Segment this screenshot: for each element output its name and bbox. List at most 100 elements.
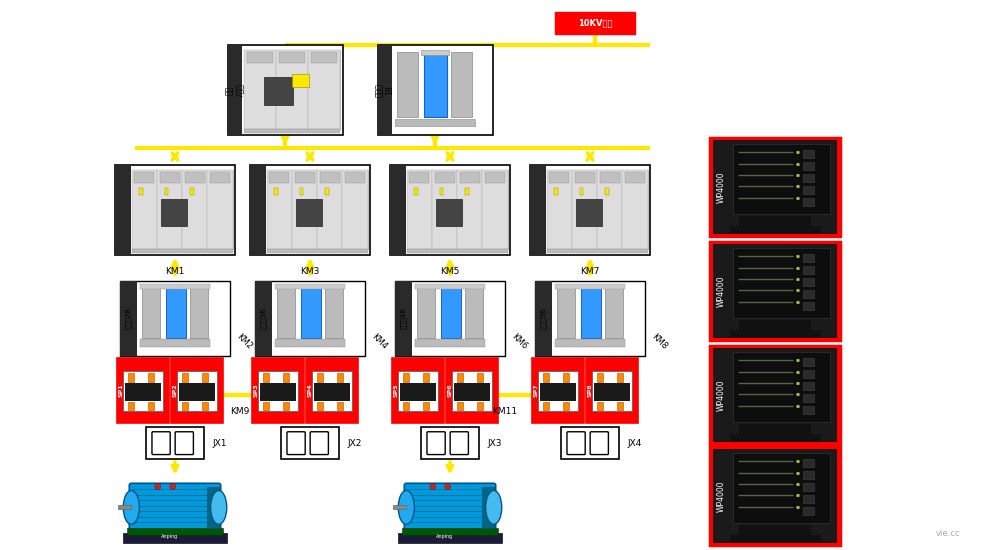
Bar	[457, 169, 482, 249]
Bar	[125, 383, 161, 401]
Bar	[710, 242, 840, 340]
Text: KM6: KM6	[510, 332, 529, 351]
Bar	[803, 266, 814, 274]
Bar	[803, 289, 814, 298]
Bar	[441, 287, 461, 338]
Bar	[345, 172, 365, 183]
Bar	[244, 129, 340, 133]
Bar	[337, 403, 343, 410]
Text: KM8: KM8	[650, 332, 669, 351]
Bar	[803, 393, 814, 402]
Bar	[255, 280, 365, 355]
Text: Anping: Anping	[161, 534, 178, 539]
Bar	[148, 403, 154, 410]
Bar	[733, 453, 830, 524]
Bar	[202, 373, 208, 382]
Bar	[409, 172, 429, 183]
Bar	[190, 287, 208, 338]
Bar	[414, 188, 418, 195]
Bar	[482, 487, 494, 528]
Bar	[605, 287, 623, 338]
Bar	[139, 188, 143, 195]
Bar	[397, 52, 418, 117]
Bar	[398, 533, 502, 542]
Bar	[395, 280, 412, 355]
Text: KM5: KM5	[440, 267, 460, 277]
Bar	[460, 172, 480, 183]
Bar	[301, 287, 321, 338]
Bar	[283, 373, 289, 382]
Bar	[803, 254, 814, 262]
Bar	[435, 172, 455, 183]
FancyBboxPatch shape	[310, 432, 328, 454]
Bar	[477, 373, 483, 382]
Text: JX3: JX3	[487, 438, 502, 448]
Bar	[547, 249, 648, 253]
Bar	[171, 358, 223, 423]
Bar	[617, 373, 623, 382]
Bar	[436, 199, 462, 226]
Bar	[247, 52, 273, 63]
Bar	[617, 403, 623, 410]
Bar	[540, 383, 576, 401]
Ellipse shape	[123, 491, 139, 524]
Text: KM3: KM3	[300, 267, 320, 277]
Bar	[572, 169, 597, 249]
Text: SP1: SP1	[118, 384, 123, 397]
Bar	[267, 249, 368, 253]
Bar	[148, 373, 154, 382]
Bar	[451, 52, 472, 117]
Text: WP4000: WP4000	[717, 275, 726, 307]
Text: WP4000: WP4000	[717, 379, 726, 411]
Bar	[403, 403, 409, 410]
Bar	[530, 165, 546, 255]
Bar	[390, 165, 406, 255]
Bar	[554, 188, 558, 195]
Bar	[146, 427, 204, 459]
Bar	[713, 244, 837, 338]
Text: WP4000: WP4000	[717, 171, 726, 203]
Bar	[622, 169, 648, 249]
Bar	[803, 301, 814, 310]
Bar	[400, 383, 436, 401]
Bar	[295, 172, 315, 183]
Bar	[275, 339, 345, 346]
Bar	[803, 470, 814, 479]
Text: KM11: KM11	[492, 408, 518, 416]
Bar	[134, 172, 154, 183]
Bar	[605, 188, 609, 195]
Bar	[803, 150, 814, 158]
Bar	[277, 287, 295, 338]
Bar	[423, 403, 429, 410]
Bar	[440, 188, 443, 195]
Bar	[597, 403, 603, 410]
Bar	[555, 284, 625, 289]
FancyBboxPatch shape	[175, 432, 193, 454]
Bar	[325, 287, 343, 338]
Bar	[547, 169, 648, 249]
Bar	[244, 50, 340, 129]
FancyBboxPatch shape	[287, 432, 305, 454]
Bar	[165, 188, 168, 195]
Bar	[317, 169, 342, 249]
Bar	[452, 371, 492, 411]
Bar	[279, 52, 305, 63]
Text: KM1: KM1	[165, 267, 185, 277]
Bar	[594, 383, 630, 401]
Circle shape	[445, 484, 451, 490]
Text: 10KV电网: 10KV电网	[578, 19, 612, 28]
Bar	[264, 76, 293, 105]
Bar	[267, 169, 368, 249]
Bar	[803, 278, 814, 286]
Bar	[140, 284, 210, 289]
Text: JX1: JX1	[212, 438, 226, 448]
Bar	[477, 403, 483, 410]
Bar	[177, 371, 217, 411]
Bar	[117, 358, 169, 423]
Bar	[123, 371, 163, 411]
Bar	[535, 280, 645, 355]
Text: 变压刨5B: 变压刨5B	[540, 307, 547, 329]
Bar	[392, 505, 406, 509]
Text: SP5: SP5	[393, 384, 398, 397]
Bar	[161, 199, 187, 226]
